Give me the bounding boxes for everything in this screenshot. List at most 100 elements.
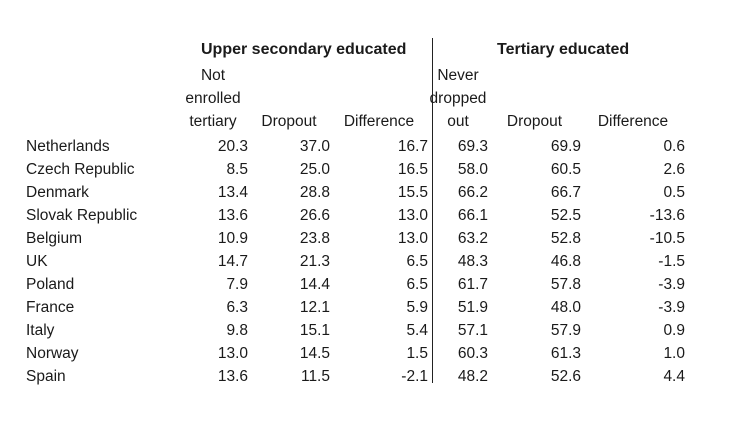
cell-difference-upper: 1.5 [406, 345, 428, 362]
cell-not-enrolled-tertiary: 13.6 [217, 368, 248, 385]
header-never-dropped-line-3: out [447, 113, 469, 130]
cell-not-enrolled-tertiary: 6.3 [226, 299, 248, 316]
cell-never-dropped-out: 48.3 [457, 253, 488, 270]
table-row: Norway 13.0 14.5 1.5 60.3 61.3 1.0 [26, 342, 685, 365]
table-row: UK 14.7 21.3 6.5 48.3 46.8 -1.5 [26, 250, 685, 273]
cell-dropout-upper: 12.1 [299, 299, 330, 316]
cell-dropout-upper: 14.4 [299, 276, 330, 293]
cell-dropout-tertiary: 60.5 [550, 161, 581, 178]
group-divider [432, 38, 433, 383]
cell-dropout-upper: 25.0 [299, 161, 330, 178]
table-row: France 6.3 12.1 5.9 51.9 48.0 -3.9 [26, 296, 685, 319]
cell-dropout-upper: 23.8 [299, 230, 330, 247]
cell-never-dropped-out: 58.0 [457, 161, 488, 178]
cell-country: Poland [26, 276, 75, 293]
cell-difference-upper: 13.0 [397, 230, 428, 247]
header-never-dropped-line-1: Never [437, 67, 479, 84]
cell-dropout-tertiary: 46.8 [550, 253, 581, 270]
cell-difference-upper: 5.4 [406, 322, 428, 339]
cell-difference-upper: 13.0 [397, 207, 428, 224]
data-table: Not enrolled tertiary Dropout Difference… [26, 64, 685, 388]
cell-dropout-upper: 14.5 [299, 345, 330, 362]
cell-dropout-tertiary: 57.9 [550, 322, 581, 339]
cell-difference-upper: 16.5 [397, 161, 428, 178]
cell-country: Netherlands [26, 138, 110, 155]
table-header: Not enrolled tertiary Dropout Difference… [26, 64, 685, 135]
header-difference-tertiary: Difference [597, 113, 669, 130]
header-never-dropped-out: Never dropped out [428, 64, 488, 135]
cell-never-dropped-out: 60.3 [457, 345, 488, 362]
cell-difference-upper: 6.5 [406, 253, 428, 270]
cell-difference-tertiary: -1.5 [658, 253, 685, 270]
table-row: Czech Republic 8.5 25.0 16.5 58.0 60.5 2.6 [26, 158, 685, 181]
header-country [26, 64, 178, 135]
cell-difference-tertiary: -3.9 [658, 299, 685, 316]
cell-country: Italy [26, 322, 55, 339]
cell-difference-tertiary: 0.9 [663, 322, 685, 339]
cell-country: UK [26, 253, 48, 270]
cell-difference-upper: 16.7 [397, 138, 428, 155]
cell-difference-tertiary: -3.9 [658, 276, 685, 293]
cell-country: Denmark [26, 184, 89, 201]
cell-never-dropped-out: 63.2 [457, 230, 488, 247]
cell-not-enrolled-tertiary: 10.9 [217, 230, 248, 247]
cell-country: Belgium [26, 230, 82, 247]
cell-never-dropped-out: 51.9 [457, 299, 488, 316]
cell-not-enrolled-tertiary: 9.8 [226, 322, 248, 339]
tertiary-group-header: Tertiary educated [497, 41, 630, 58]
header-not-enrolled-line-1: Not [200, 67, 226, 84]
cell-not-enrolled-tertiary: 13.6 [217, 207, 248, 224]
header-not-enrolled-line-2: enrolled [185, 90, 241, 107]
header-not-enrolled-tertiary: Not enrolled tertiary [178, 64, 248, 135]
cell-never-dropped-out: 66.1 [457, 207, 488, 224]
cell-never-dropped-out: 57.1 [457, 322, 488, 339]
cell-country: Czech Republic [26, 161, 135, 178]
cell-not-enrolled-tertiary: 13.0 [217, 345, 248, 362]
cell-difference-tertiary: 4.4 [663, 368, 685, 385]
cell-dropout-upper: 21.3 [299, 253, 330, 270]
cell-difference-upper: 15.5 [397, 184, 428, 201]
table-row: Poland 7.9 14.4 6.5 61.7 57.8 -3.9 [26, 273, 685, 296]
cell-never-dropped-out: 66.2 [457, 184, 488, 201]
cell-country: Slovak Republic [26, 207, 138, 224]
cell-difference-tertiary: 0.6 [663, 138, 685, 155]
cell-dropout-upper: 28.8 [299, 184, 330, 201]
cell-dropout-tertiary: 57.8 [550, 276, 581, 293]
header-not-enrolled-line-3: tertiary [189, 113, 237, 130]
table-row: Slovak Republic 13.6 26.6 13.0 66.1 52.5 -13.6 [26, 204, 685, 227]
cell-not-enrolled-tertiary: 13.4 [217, 184, 248, 201]
table-row: Belgium 10.9 23.8 13.0 63.2 52.8 -10.5 [26, 227, 685, 250]
cell-dropout-tertiary: 52.5 [550, 207, 581, 224]
header-dropout-upper: Dropout [261, 113, 317, 130]
header-never-dropped-line-2: dropped [429, 90, 487, 107]
cell-dropout-upper: 37.0 [299, 138, 330, 155]
cell-dropout-tertiary: 61.3 [550, 345, 581, 362]
cell-difference-tertiary: 2.6 [663, 161, 685, 178]
cell-country: France [26, 299, 75, 316]
table-row: Italy 9.8 15.1 5.4 57.1 57.9 0.9 [26, 319, 685, 342]
cell-difference-upper: 6.5 [406, 276, 428, 293]
cell-country: Norway [26, 345, 79, 362]
upper-secondary-group-header: Upper secondary educated [201, 41, 407, 58]
cell-difference-tertiary: -10.5 [649, 230, 685, 247]
cell-dropout-tertiary: 52.6 [550, 368, 581, 385]
header-dropout-tertiary: Dropout [506, 113, 563, 130]
table-row: Denmark 13.4 28.8 15.5 66.2 66.7 0.5 [26, 181, 685, 204]
cell-dropout-tertiary: 48.0 [550, 299, 581, 316]
cell-dropout-upper: 11.5 [300, 368, 330, 385]
cell-never-dropped-out: 69.3 [457, 138, 488, 155]
cell-country: Spain [26, 368, 66, 385]
table-row: Netherlands 20.3 37.0 16.7 69.3 69.9 0.6 [26, 135, 685, 158]
cell-dropout-tertiary: 52.8 [550, 230, 581, 247]
cell-not-enrolled-tertiary: 8.5 [226, 161, 248, 178]
cell-not-enrolled-tertiary: 20.3 [217, 138, 248, 155]
cell-dropout-upper: 15.1 [299, 322, 330, 339]
cell-not-enrolled-tertiary: 7.9 [226, 276, 248, 293]
header-row: Not enrolled tertiary Dropout Difference… [26, 64, 685, 135]
table-row: Spain 13.6 11.5 -2.1 48.2 52.6 4.4 [26, 365, 685, 388]
cell-dropout-tertiary: 66.7 [550, 184, 581, 201]
table-body: Netherlands 20.3 37.0 16.7 69.3 69.9 0.6 Czech … [26, 135, 685, 388]
cell-difference-tertiary: 1.0 [663, 345, 685, 362]
cell-never-dropped-out: 61.7 [457, 276, 488, 293]
